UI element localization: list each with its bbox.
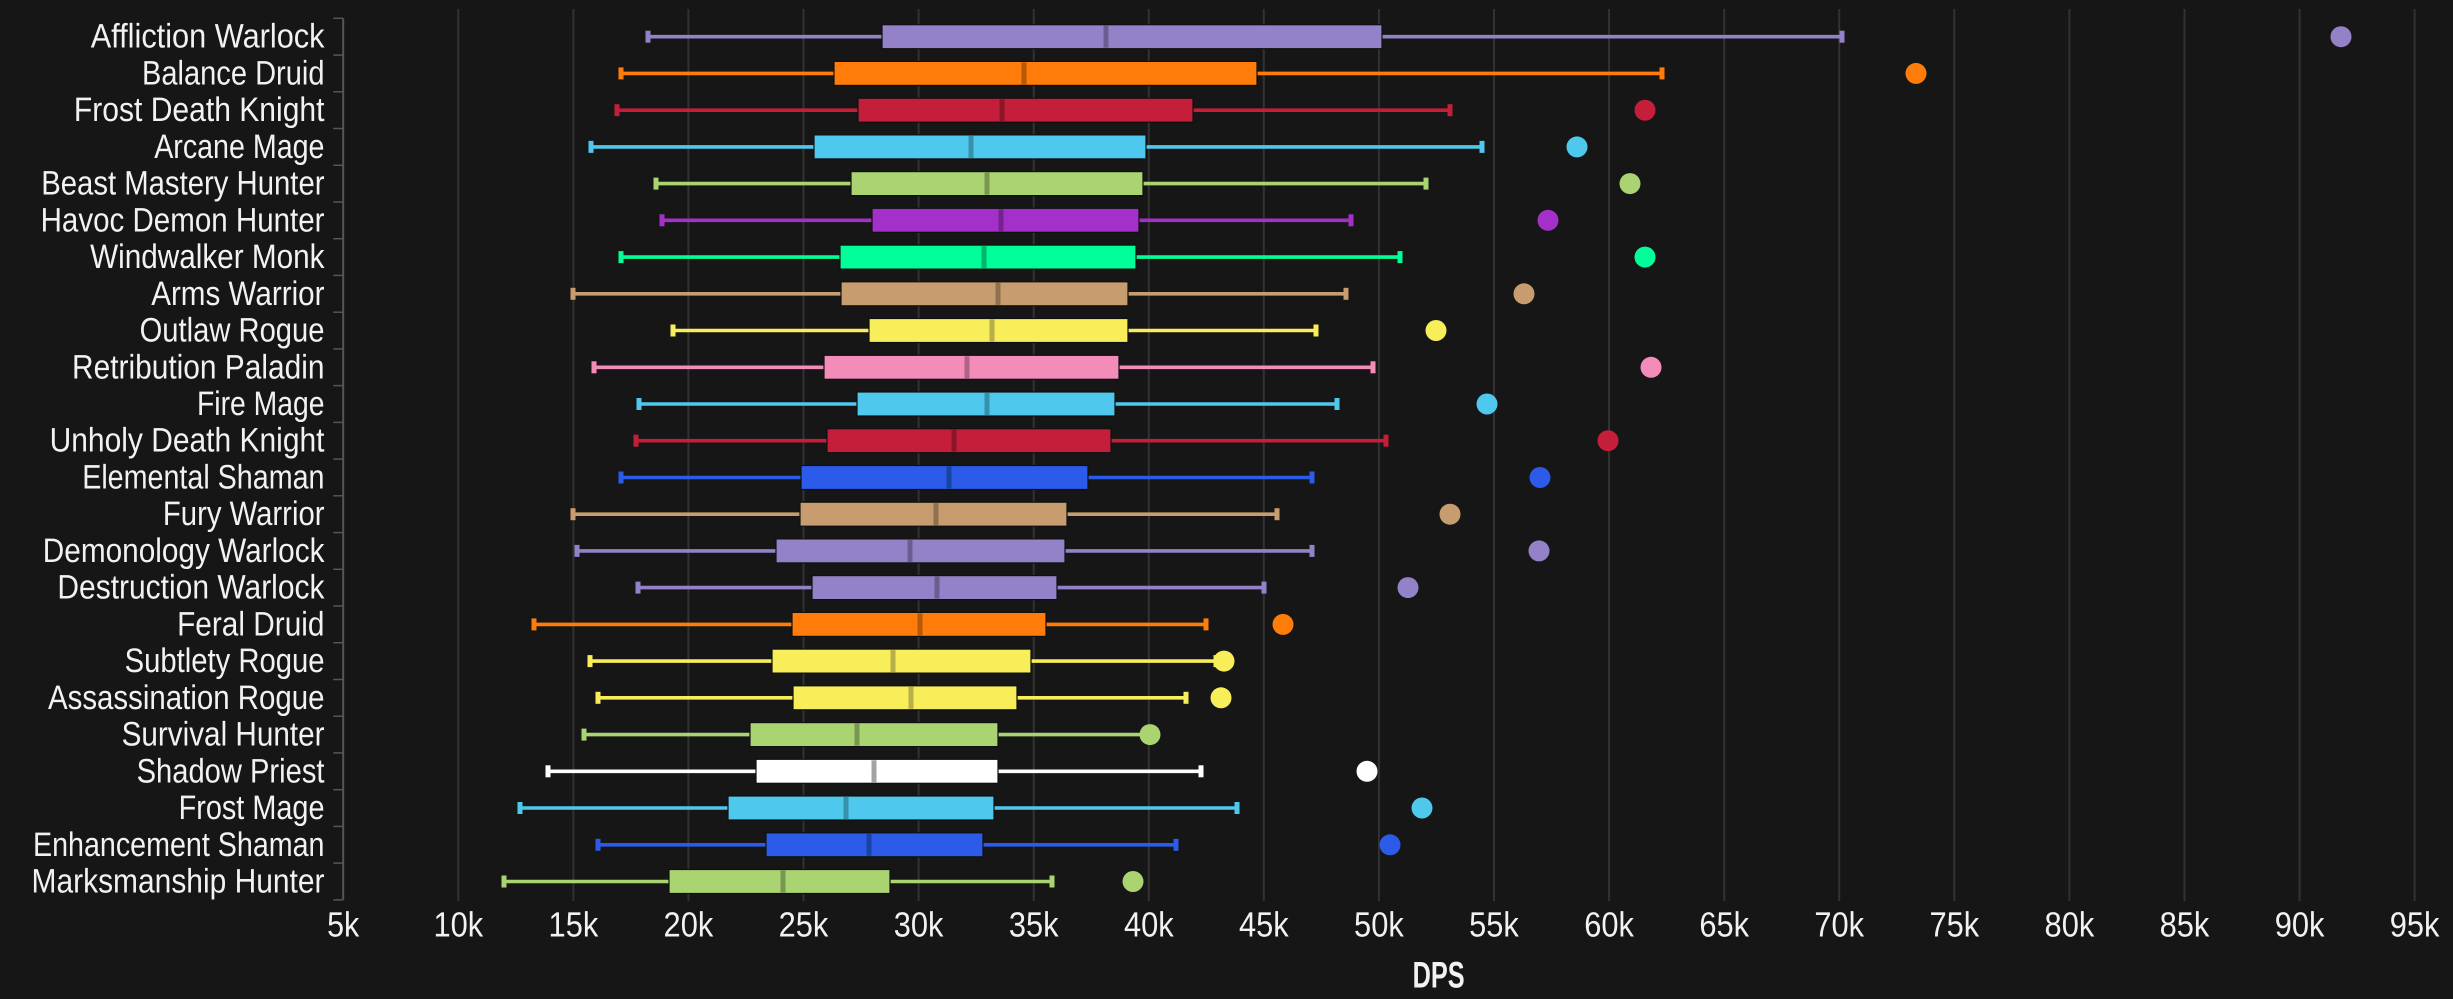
svg-text:Subtlety Rogue: Subtlety Rogue <box>125 642 325 680</box>
svg-text:Affliction Warlock: Affliction Warlock <box>91 18 326 56</box>
svg-text:30k: 30k <box>894 906 944 945</box>
svg-text:Survival Hunter: Survival Hunter <box>122 716 325 754</box>
svg-text:Arcane Mage: Arcane Mage <box>154 128 324 166</box>
svg-text:35k: 35k <box>1009 906 1059 945</box>
svg-text:5k: 5k <box>327 906 360 945</box>
svg-text:Retribution Paladin: Retribution Paladin <box>72 348 325 386</box>
svg-text:Demonology Warlock: Demonology Warlock <box>43 532 326 570</box>
svg-text:45k: 45k <box>1239 906 1289 945</box>
svg-text:Windwalker Monk: Windwalker Monk <box>90 238 325 276</box>
svg-text:Unholy Death Knight: Unholy Death Knight <box>50 422 325 460</box>
svg-text:Assassination Rogue: Assassination Rogue <box>48 679 325 717</box>
svg-text:40k: 40k <box>1124 906 1174 945</box>
svg-text:75k: 75k <box>1929 906 1979 945</box>
svg-text:15k: 15k <box>549 906 599 945</box>
svg-text:20k: 20k <box>664 906 714 945</box>
svg-text:Havoc Demon Hunter: Havoc Demon Hunter <box>41 201 325 239</box>
svg-text:50k: 50k <box>1354 906 1404 945</box>
svg-text:Shadow Priest: Shadow Priest <box>137 752 325 790</box>
svg-text:Fire Mage: Fire Mage <box>197 385 325 423</box>
svg-text:Destruction Warlock: Destruction Warlock <box>57 569 325 607</box>
svg-text:Fury Warrior: Fury Warrior <box>163 495 325 533</box>
svg-text:Beast Mastery Hunter: Beast Mastery Hunter <box>41 165 324 203</box>
svg-text:25k: 25k <box>779 906 829 945</box>
svg-text:Arms Warrior: Arms Warrior <box>151 275 324 313</box>
svg-text:10k: 10k <box>433 906 483 945</box>
svg-text:60k: 60k <box>1584 906 1634 945</box>
svg-text:85k: 85k <box>2160 906 2210 945</box>
svg-text:55k: 55k <box>1469 906 1519 945</box>
svg-text:Enhancement Shaman: Enhancement Shaman <box>33 826 325 864</box>
svg-text:70k: 70k <box>1814 906 1864 945</box>
svg-text:Frost Death Knight: Frost Death Knight <box>74 91 325 129</box>
svg-text:Elemental Shaman: Elemental Shaman <box>82 459 324 497</box>
svg-text:Frost Mage: Frost Mage <box>179 789 325 827</box>
svg-text:65k: 65k <box>1699 906 1749 945</box>
svg-text:95k: 95k <box>2390 906 2440 945</box>
svg-text:Balance Druid: Balance Druid <box>142 54 325 92</box>
svg-text:Outlaw Rogue: Outlaw Rogue <box>140 312 325 350</box>
svg-text:90k: 90k <box>2275 906 2325 945</box>
svg-text:Marksmanship Hunter: Marksmanship Hunter <box>32 863 325 901</box>
svg-text:Feral Druid: Feral Druid <box>177 605 324 643</box>
svg-text:DPS: DPS <box>1413 955 1465 996</box>
svg-text:80k: 80k <box>2045 906 2095 945</box>
